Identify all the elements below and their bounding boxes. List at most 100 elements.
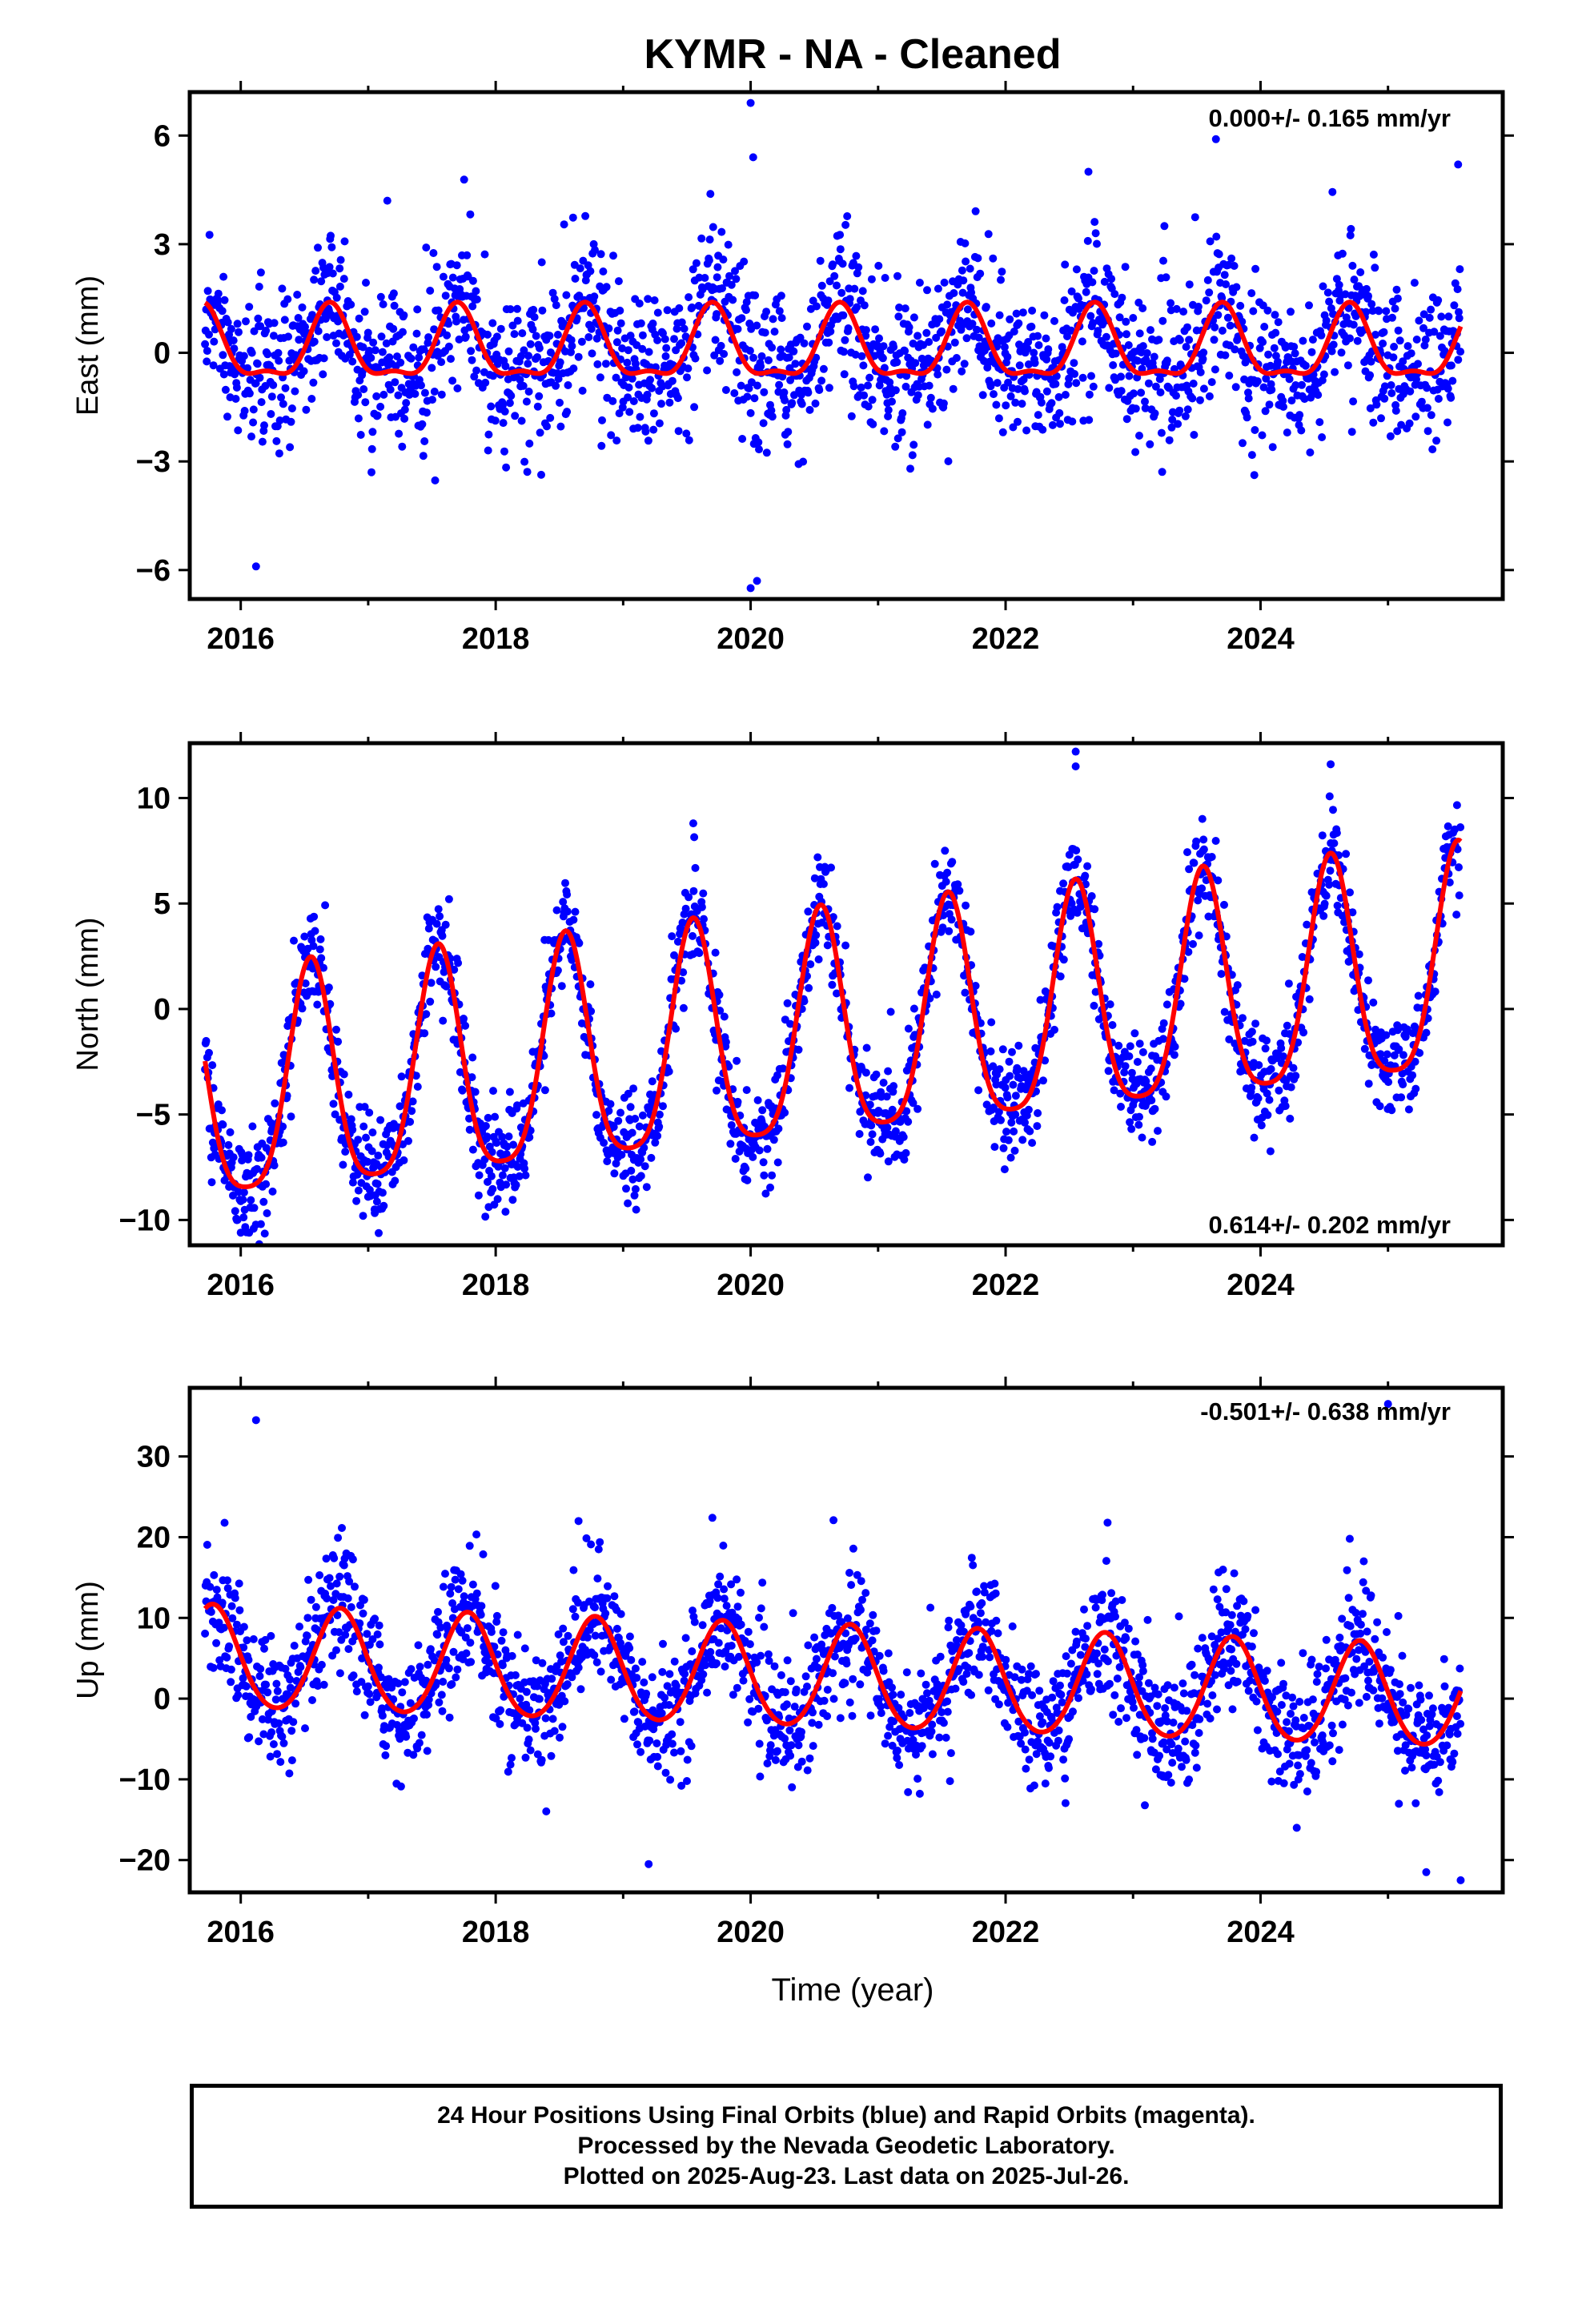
data-point	[235, 1579, 243, 1588]
data-point	[709, 223, 717, 231]
data-point	[705, 235, 714, 244]
data-point	[448, 273, 457, 282]
data-point	[245, 1733, 254, 1742]
data-point	[754, 1704, 763, 1713]
data-point	[599, 267, 608, 275]
data-point	[344, 1645, 353, 1654]
data-point	[255, 1737, 263, 1746]
data-point	[412, 329, 421, 338]
data-point	[963, 305, 972, 314]
data-point	[359, 1595, 368, 1604]
data-point	[839, 311, 848, 320]
data-point	[1227, 254, 1236, 263]
data-point	[247, 432, 255, 441]
data-point	[992, 400, 1001, 409]
data-point	[719, 1542, 728, 1550]
data-point	[841, 220, 850, 229]
data-point	[335, 282, 344, 291]
data-point	[371, 346, 379, 355]
data-point	[775, 307, 784, 316]
data-point	[915, 279, 924, 287]
data-point	[1088, 278, 1097, 287]
data-point	[245, 389, 254, 398]
data-point	[497, 1636, 506, 1645]
data-point	[507, 392, 516, 400]
data-point	[908, 451, 917, 460]
data-point	[1190, 431, 1199, 439]
data-point	[588, 349, 596, 358]
data-point	[1027, 322, 1036, 331]
data-point	[743, 392, 752, 401]
data-point	[1067, 287, 1076, 296]
data-point	[616, 1610, 625, 1618]
data-point	[800, 339, 809, 348]
data-point	[1061, 260, 1070, 269]
data-point	[967, 288, 976, 297]
data-point	[400, 414, 409, 423]
data-point	[1011, 398, 1020, 407]
data-point	[554, 375, 563, 383]
data-point	[934, 284, 942, 293]
data-point	[548, 1675, 556, 1683]
data-point	[718, 284, 726, 292]
data-point	[553, 331, 562, 339]
data-point	[844, 324, 853, 332]
data-point	[1232, 283, 1241, 292]
data-point	[444, 342, 453, 351]
data-point	[643, 390, 652, 399]
data-point	[642, 1689, 651, 1698]
data-point	[755, 1614, 763, 1622]
data-point	[484, 330, 492, 339]
data-point	[625, 1644, 634, 1652]
data-point	[1028, 306, 1037, 315]
data-point	[255, 283, 263, 291]
data-point	[974, 254, 982, 263]
data-point	[504, 1767, 512, 1776]
data-point	[880, 427, 889, 436]
data-point	[1159, 256, 1167, 265]
data-point	[729, 296, 737, 304]
data-point	[558, 1723, 567, 1731]
data-point	[901, 382, 910, 391]
data-point	[276, 1758, 285, 1767]
data-point	[1211, 323, 1219, 332]
data-point	[622, 373, 630, 382]
data-point	[895, 304, 904, 312]
data-point	[437, 390, 446, 399]
data-point	[720, 1585, 729, 1594]
data-point	[753, 321, 761, 330]
data-point	[373, 411, 382, 420]
data-point	[1023, 344, 1032, 353]
data-point	[571, 1612, 580, 1621]
data-point	[356, 431, 365, 439]
data-point	[784, 428, 793, 436]
data-point	[1214, 311, 1223, 320]
data-point	[847, 412, 856, 420]
data-point	[636, 412, 644, 421]
data-point	[612, 338, 621, 347]
data-point	[359, 343, 367, 352]
data-point	[1124, 341, 1133, 349]
data-point	[1042, 387, 1051, 396]
data-point	[942, 365, 951, 374]
data-point	[432, 263, 441, 271]
data-point	[498, 1661, 507, 1670]
data-point	[1202, 296, 1211, 305]
data-point	[670, 1748, 678, 1757]
data-point	[520, 346, 528, 355]
data-point	[655, 419, 664, 428]
data-point	[535, 392, 544, 400]
data-point	[492, 332, 501, 341]
data-point	[242, 317, 250, 326]
data-point	[1089, 319, 1098, 328]
data-point	[1138, 364, 1146, 373]
data-point	[411, 389, 420, 398]
data-point	[538, 1659, 547, 1667]
data-point	[744, 1718, 753, 1727]
data-point	[367, 468, 375, 476]
data-point	[583, 1633, 592, 1642]
data-point	[1130, 389, 1138, 398]
data-point	[943, 300, 952, 309]
data-point	[1054, 392, 1063, 401]
